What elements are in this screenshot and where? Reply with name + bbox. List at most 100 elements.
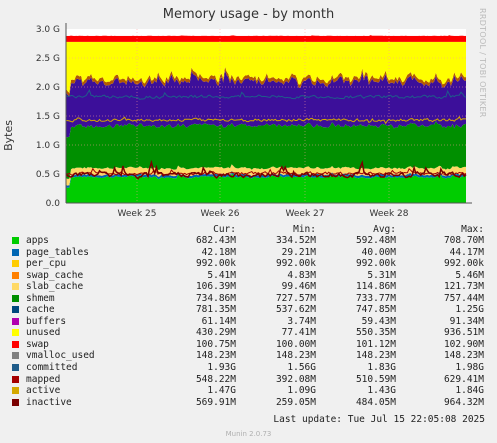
line-series <box>65 89 467 180</box>
chart-title: Memory usage - by month <box>162 7 335 22</box>
legend-swatch <box>12 317 19 325</box>
legend-avg-value: 148.23M <box>355 350 396 362</box>
legend-max-value: 91.34M <box>449 315 484 327</box>
legend-cur-value: 734.86M <box>195 292 236 304</box>
legend-max-value: 5.46M <box>455 269 484 281</box>
legend-min-value: 3.74M <box>287 315 316 327</box>
legend-cur-value: 682.43M <box>195 235 236 246</box>
legend-min-value: 334.52M <box>275 235 316 246</box>
legend-avg-value: 114.86M <box>355 281 396 293</box>
y-tick-label: 0.0 <box>46 199 61 209</box>
legend-row-swap: swap 100.75M 100.00M 101.12M 102.90M <box>12 339 487 351</box>
legend-min-value: 992.00k <box>275 258 316 270</box>
legend-row-committed: committed 1.93G 1.56G 1.83G 1.98G <box>12 362 487 374</box>
legend-min-value: 392.08M <box>275 373 316 385</box>
y-tick-label: 1.5 G <box>36 112 60 122</box>
legend-cur-value: 100.75M <box>195 338 236 350</box>
area-buffers <box>66 66 466 97</box>
legend: apps 682.43M 334.52M 592.48M 708.70M page_tab… <box>12 235 487 408</box>
legend-row-inactive: inactive 569.91M 259.05M 484.05M 964.32M <box>12 397 487 409</box>
legend-avg-value: 5.31M <box>367 269 396 281</box>
legend-cur-value: 430.29M <box>195 327 236 339</box>
legend-min-value: 259.05M <box>275 396 316 408</box>
last-update: Last update: Tue Jul 15 22:05:08 2025 <box>273 414 485 425</box>
y-tick-label: 2.0 G <box>36 83 60 93</box>
legend-label: cache <box>26 304 55 316</box>
legend-cur-value: 1.93G <box>207 362 236 374</box>
legend-label: swap_cache <box>26 269 84 281</box>
legend-row-apps: apps 682.43M 334.52M 592.48M 708.70M <box>12 235 487 247</box>
legend-avg-value: 747.85M <box>355 304 396 316</box>
col-header-max: Max: <box>461 224 484 235</box>
legend-swatch <box>12 398 19 406</box>
y-tick-label: 1.0 G <box>36 141 60 151</box>
legend-swatch <box>12 271 19 279</box>
legend-row-swap-cache: swap_cache 5.41M 4.83M 5.31M 5.46M <box>12 270 487 282</box>
legend-label: slab_cache <box>26 281 84 293</box>
rrdtool-credit: RRDTOOL / TOBI OETIKER <box>478 8 487 118</box>
legend-max-value: 1.98G <box>455 362 484 374</box>
area-slab-cache <box>66 164 466 186</box>
area-unused <box>66 41 466 93</box>
col-header-avg: Avg: <box>373 224 396 235</box>
legend-avg-value: 592.48M <box>355 235 396 246</box>
legend-swatch <box>12 352 19 360</box>
x-tick-label: Week 26 <box>201 209 240 219</box>
legend-avg-value: 101.12M <box>355 338 396 350</box>
legend-max-value: 757.44M <box>443 292 484 304</box>
legend-max-value: 102.90M <box>443 338 484 350</box>
line-active <box>65 116 466 125</box>
munin-footer: Munin 2.0.73 <box>225 430 272 438</box>
legend-avg-value: 550.35M <box>355 327 396 339</box>
legend-max-value: 964.32M <box>443 396 484 408</box>
legend-cur-value: 781.35M <box>195 304 236 316</box>
legend-row-shmem: shmem 734.86M 727.57M 733.77M 757.44M <box>12 293 487 305</box>
legend-cur-value: 106.39M <box>195 281 236 293</box>
legend-min-value: 1.56G <box>287 362 316 374</box>
legend-label: apps <box>26 235 49 246</box>
legend-row-unused: unused 430.29M 77.41M 550.35M 936.51M <box>12 327 487 339</box>
legend-max-value: 1.84G <box>455 385 484 397</box>
legend-min-value: 148.23M <box>275 350 316 362</box>
legend-min-value: 4.83M <box>287 269 316 281</box>
legend-cur-value: 569.91M <box>195 396 236 408</box>
legend-swatch <box>12 283 19 291</box>
legend-max-value: 629.41M <box>443 373 484 385</box>
legend-avg-value: 1.83G <box>367 362 396 374</box>
legend-min-value: 537.62M <box>275 304 316 316</box>
legend-swatch <box>12 237 19 244</box>
legend-label: vmalloc_used <box>26 350 95 362</box>
legend-min-value: 727.57M <box>275 292 316 304</box>
legend-swatch <box>12 387 19 395</box>
legend-avg-value: 510.59M <box>355 373 396 385</box>
axes <box>65 23 472 204</box>
legend-min-value: 77.41M <box>281 327 316 339</box>
legend-label: inactive <box>26 396 72 408</box>
legend-cur-value: 1.47G <box>207 385 236 397</box>
area-swap-band <box>66 35 466 42</box>
legend-max-value: 148.23M <box>443 350 484 362</box>
y-tick-label: 3.0 G <box>36 25 60 35</box>
legend-label: shmem <box>26 292 55 304</box>
legend-row-cache: cache 781.35M 537.62M 747.85M 1.25G <box>12 304 487 316</box>
legend-swatch <box>12 340 19 348</box>
legend-swatch <box>12 306 19 314</box>
legend-avg-value: 733.77M <box>355 292 396 304</box>
legend-max-value: 992.00k <box>443 258 484 270</box>
legend-max-value: 936.51M <box>443 327 484 339</box>
legend-swatch <box>12 375 19 383</box>
col-header-cur: Cur: <box>213 224 236 235</box>
legend-row-active: active 1.47G 1.09G 1.43G 1.84G <box>12 385 487 397</box>
legend-label: per_cpu <box>26 258 67 270</box>
legend-min-value: 99.46M <box>281 281 316 293</box>
legend-swatch <box>12 364 19 372</box>
legend-row-buffers: buffers 61.14M 3.74M 59.43M 91.34M <box>12 316 487 328</box>
legend-swatch <box>12 294 19 302</box>
line-inactive <box>65 159 467 180</box>
legend-label: unused <box>26 327 61 339</box>
legend-avg-value: 40.00M <box>361 246 396 258</box>
legend-swatch <box>12 260 19 268</box>
legend-min-value: 29.21M <box>281 246 316 258</box>
y-tick-label: 2.5 G <box>36 54 60 64</box>
legend-cur-value: 148.23M <box>195 350 236 362</box>
